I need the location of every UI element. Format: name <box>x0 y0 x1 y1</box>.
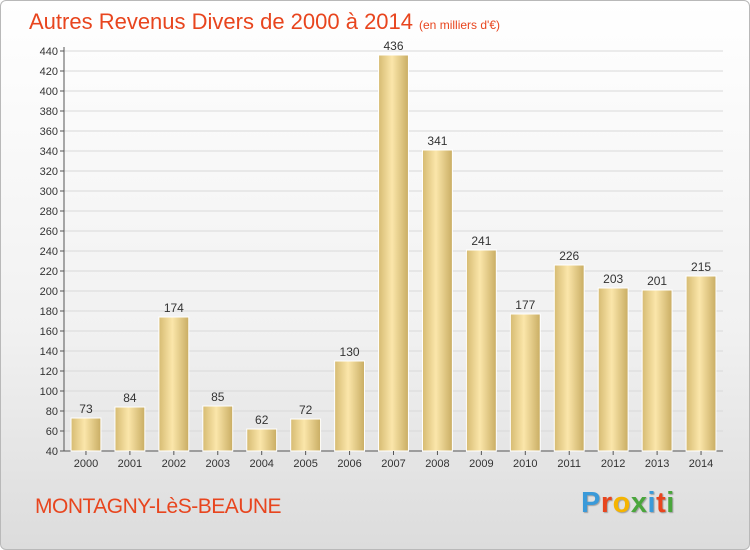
x-tick-label: 2014 <box>689 458 713 470</box>
data-label: 85 <box>211 390 225 404</box>
logo-letter: P <box>581 487 601 519</box>
bar <box>597 287 629 452</box>
y-tick-label: 120 <box>40 366 58 378</box>
x-tick-label: 2003 <box>206 458 230 470</box>
x-tick-label: 2009 <box>469 458 493 470</box>
bar <box>158 316 190 452</box>
y-tick-label: 420 <box>40 66 58 78</box>
bar <box>202 405 234 452</box>
y-tick-label: 280 <box>40 206 58 218</box>
x-tick-label: 2000 <box>74 458 98 470</box>
data-label: 341 <box>427 134 447 148</box>
logo-letter: x <box>630 487 648 519</box>
bar <box>553 264 585 452</box>
y-tick-label: 40 <box>46 446 58 458</box>
y-tick-label: 440 <box>40 46 58 58</box>
logo-letter: i <box>647 487 657 519</box>
y-tick-label: 260 <box>40 226 58 238</box>
y-tick-label: 180 <box>40 306 58 318</box>
x-tick-label: 2010 <box>513 458 537 470</box>
bar <box>421 149 453 452</box>
data-label: 62 <box>255 413 269 427</box>
y-tick-label: 240 <box>40 246 58 258</box>
data-label: 201 <box>647 274 667 288</box>
x-tick-label: 2012 <box>601 458 625 470</box>
data-label: 226 <box>559 249 579 263</box>
x-tick-label: 2005 <box>293 458 317 470</box>
chart-title: Autres Revenus Divers de 2000 à 2014 (en … <box>29 9 500 35</box>
y-tick-label: 320 <box>40 166 58 178</box>
bar <box>334 360 366 452</box>
data-label: 203 <box>603 272 623 286</box>
bar <box>246 428 278 452</box>
y-tick-label: 60 <box>46 426 58 438</box>
data-label: 241 <box>471 234 491 248</box>
chart-title-unit: (en milliers d'€) <box>419 18 500 32</box>
x-tick-label: 2007 <box>381 458 405 470</box>
bar <box>685 275 717 452</box>
bar <box>290 418 322 452</box>
y-tick-label: 80 <box>46 406 58 418</box>
x-tick-label: 2004 <box>249 458 273 470</box>
x-tick-label: 2001 <box>118 458 142 470</box>
data-label: 84 <box>123 391 137 405</box>
data-label: 72 <box>299 403 313 417</box>
data-label: 73 <box>79 402 93 416</box>
logo-letter: i <box>666 487 675 519</box>
data-label: 215 <box>691 260 711 274</box>
chart-title-main: Autres Revenus Divers de 2000 à 2014 <box>29 9 414 34</box>
y-tick-label: 100 <box>40 386 58 398</box>
y-tick-label: 140 <box>40 346 58 358</box>
logo-letter: t <box>656 487 667 519</box>
bar <box>378 54 409 452</box>
x-tick-label: 2002 <box>162 458 186 470</box>
y-tick-label: 360 <box>40 126 58 138</box>
y-tick-label: 340 <box>40 146 58 158</box>
x-tick-label: 2008 <box>425 458 449 470</box>
y-tick-label: 380 <box>40 106 58 118</box>
bar <box>465 249 497 452</box>
data-label: 177 <box>515 298 535 312</box>
data-label: 174 <box>164 301 184 315</box>
bar <box>70 417 102 452</box>
y-tick-label: 200 <box>40 286 58 298</box>
y-tick-label: 400 <box>40 86 58 98</box>
proxiti-logo[interactable]: Proxiti <box>581 487 675 520</box>
commune-name: MONTAGNY-LèS-BEAUNE <box>35 495 282 518</box>
x-tick-label: 2011 <box>557 458 581 470</box>
data-label: 130 <box>340 345 360 359</box>
x-tick-label: 2006 <box>337 458 361 470</box>
y-tick-label: 300 <box>40 186 58 198</box>
y-tick-label: 220 <box>40 266 58 278</box>
bar <box>114 406 146 452</box>
logo-letter: r <box>600 487 613 519</box>
bar <box>641 289 673 452</box>
x-tick-label: 2013 <box>645 458 669 470</box>
logo-letter: o <box>612 487 631 519</box>
bar <box>509 313 541 452</box>
data-label: 436 <box>383 39 403 53</box>
y-tick-label: 160 <box>40 326 58 338</box>
